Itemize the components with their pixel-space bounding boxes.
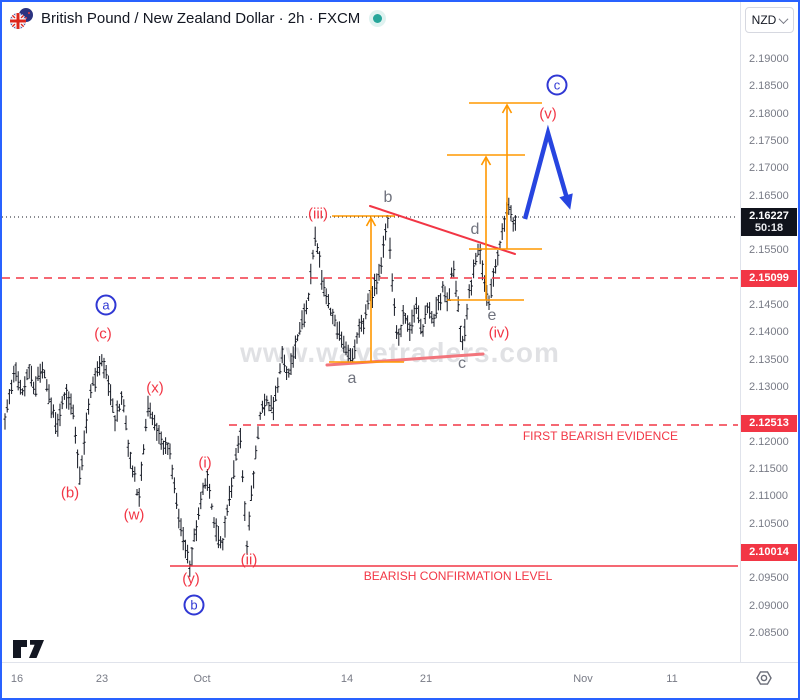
price-axis-label: 2.12000 [749, 435, 789, 448]
forecast-arrow[interactable] [522, 124, 571, 220]
wave-label-y[interactable]: (y) [182, 570, 200, 588]
wave-label-b[interactable]: b [383, 189, 393, 206]
time-axis[interactable]: 16 23 Oct 14 21 Nov 11 [2, 662, 798, 698]
trendline[interactable] [325, 352, 485, 367]
wave-label-v[interactable]: (v) [539, 105, 557, 123]
price-axis-label: 2.18000 [749, 107, 789, 120]
trendline[interactable] [369, 205, 516, 255]
price-axis-label: 2.08500 [749, 627, 789, 640]
wave-label-c[interactable]: c [458, 355, 466, 372]
price-axis-label: 2.16500 [749, 189, 789, 202]
wave-label-e[interactable]: e [487, 307, 497, 324]
uk-flag-icon [10, 13, 26, 29]
time-axis-label: 14 [340, 673, 354, 685]
wave-label-b[interactable]: (b) [60, 484, 80, 502]
wave-label-circled-c[interactable]: c [546, 74, 568, 96]
measure-arrowhead-icon [480, 155, 492, 166]
wave-label-overlay: FIRST BEARISH EVIDENCE BEARISH CONFIRMAT… [2, 2, 740, 662]
bearish-confirmation-label[interactable]: BEARISH CONFIRMATION LEVEL [363, 569, 553, 583]
wave-label-iv[interactable]: (iv) [488, 324, 510, 342]
symbol-title[interactable]: British Pound / New Zealand Dollar · 2h … [41, 9, 361, 27]
forecast-arrowhead-icon [559, 193, 573, 210]
tradingview-logo[interactable] [12, 638, 48, 660]
wave-label-circled-b[interactable]: b [183, 594, 205, 616]
price-axis-label: 2.18500 [749, 80, 789, 93]
price-axis[interactable]: 2.19000 2.18500 2.18000 2.17500 2.17000 2.165… [740, 2, 798, 662]
first-bearish-evidence-label[interactable]: FIRST BEARISH EVIDENCE [522, 429, 678, 443]
price-axis-label: 2.10500 [749, 517, 789, 530]
wave-label-x[interactable]: (x) [146, 379, 164, 397]
time-axis-label: 16 [10, 673, 24, 685]
price-axis-label: 2.19000 [749, 53, 789, 65]
wave-label-circled-a[interactable]: a [95, 294, 117, 316]
time-axis-label: 11 [666, 673, 678, 685]
price-axis-label: 2.09500 [749, 572, 789, 585]
price-scale-currency-dropdown[interactable]: NZD [745, 7, 794, 33]
measure-arrowhead-icon [501, 103, 513, 114]
time-axis-label: 23 [95, 673, 109, 685]
price-axis-label: 2.14000 [749, 326, 789, 339]
price-axis-label: 2.17000 [749, 162, 789, 175]
wave-label-w[interactable]: (w) [123, 506, 145, 524]
currency-label: NZD [751, 13, 777, 27]
wave-label-c[interactable]: (c) [94, 325, 112, 343]
time-axis-label: Nov [573, 673, 593, 685]
price-axis-label: 2.13500 [749, 353, 789, 366]
price-axis-label: 2.14500 [749, 299, 789, 311]
chevron-down-icon [778, 13, 789, 24]
wave-label-i[interactable]: (i) [198, 454, 212, 472]
settings-gear-icon[interactable] [754, 668, 774, 688]
wave-label-iii[interactable]: (iii) [308, 205, 328, 223]
market-status-dot[interactable] [373, 13, 383, 23]
wave-label-ii[interactable]: (ii) [240, 551, 258, 569]
price-axis-label: 2.15500 [749, 244, 789, 257]
price-axis-label: 2.11500 [749, 463, 788, 476]
currency-pair-flags-icon [10, 7, 34, 29]
price-axis-label: 2.11000 [749, 490, 788, 503]
wave-label-d[interactable]: d [470, 221, 480, 238]
price-axis-label: 2.13000 [749, 381, 789, 394]
wave-label-a[interactable]: a [347, 370, 357, 387]
measure-arrowhead-icon [365, 216, 377, 227]
price-bars [3, 197, 517, 577]
time-axis-label: Oct [193, 673, 211, 685]
symbol-header: British Pound / New Zealand Dollar · 2h … [8, 6, 383, 30]
price-axis-label: 2.17500 [749, 135, 789, 147]
price-axis-label: 2.09000 [749, 599, 789, 612]
time-axis-label: 21 [419, 673, 433, 685]
